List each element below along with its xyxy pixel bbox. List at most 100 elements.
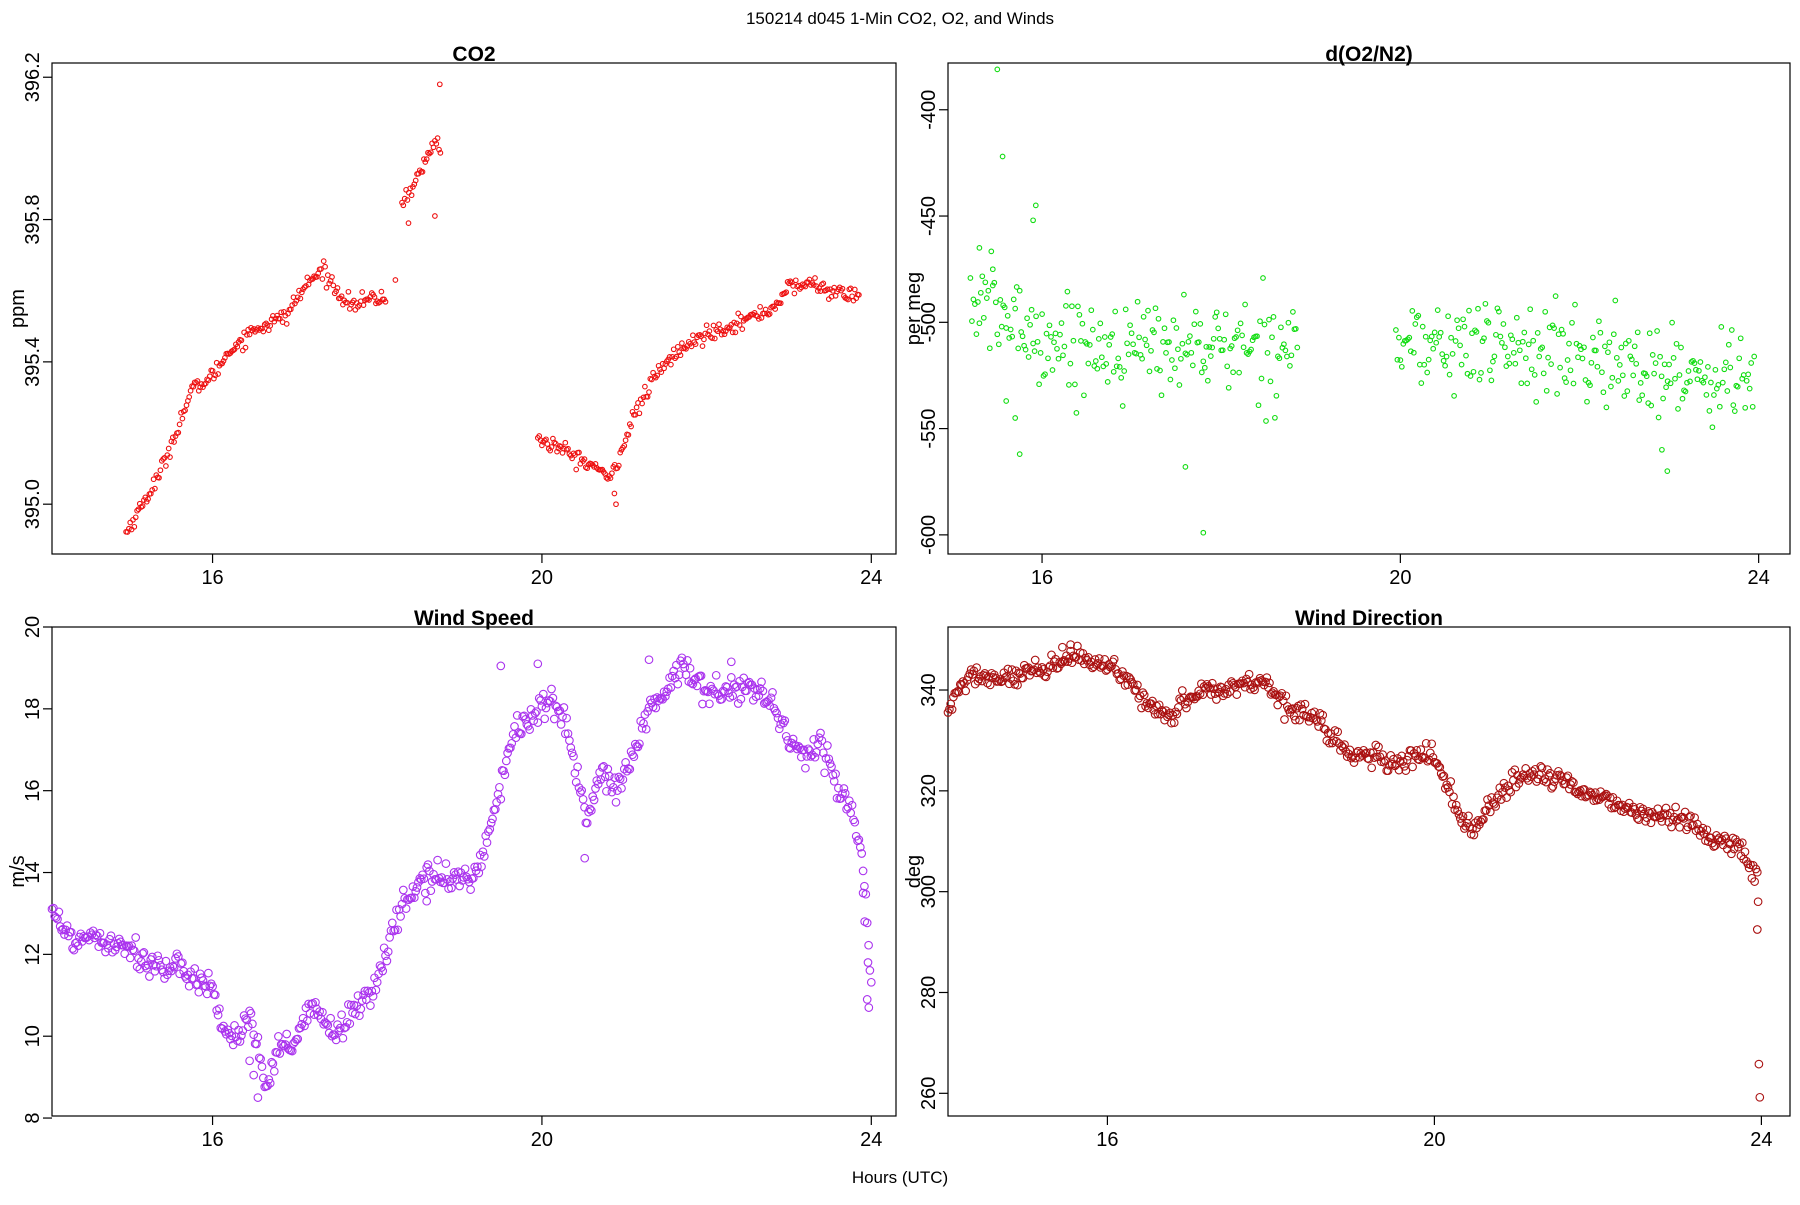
data-point-wind-speed-598: [496, 661, 506, 671]
data-point-o2n2-42: [1030, 340, 1036, 347]
data-point-wind-direction-579: [1732, 837, 1742, 847]
data-point-wind-direction-133: [1124, 673, 1134, 682]
data-point-o2n2-106: [1125, 351, 1132, 358]
data-point-co2-127: [297, 295, 304, 302]
data-point-o2n2-379: [1630, 372, 1637, 379]
data-point-wind-direction-373: [1451, 800, 1461, 810]
data-point-o2n2-54: [1048, 334, 1054, 340]
data-point-o2n2-116: [1140, 313, 1147, 320]
data-point-co2-151: [330, 282, 337, 289]
data-point-co2-392: [772, 306, 779, 312]
data-point-o2n2-79: [1085, 360, 1092, 367]
data-point-co2-381: [757, 303, 763, 310]
data-point-co2-244: [569, 455, 575, 462]
data-point-o2n2-98: [1113, 363, 1120, 370]
data-point-o2n2-233: [1412, 321, 1419, 327]
data-point-wind-speed-589: [855, 842, 865, 852]
data-point-o2n2-58: [1054, 345, 1060, 352]
data-point-o2n2-373: [1621, 393, 1628, 399]
data-point-o2n2-7: [977, 289, 984, 296]
data-point-co2-35: [171, 439, 177, 445]
data-point-co2-32: [167, 454, 173, 460]
data-point-wind-speed-149: [252, 1039, 261, 1049]
data-point-wind-direction-458: [1567, 777, 1577, 786]
data-point-wind-direction-196: [1210, 689, 1220, 699]
data-point-o2n2-222: [1396, 334, 1402, 341]
data-point-co2-249: [576, 449, 582, 456]
y-tick-label-wind-direction-1: 280: [918, 976, 940, 1009]
data-point-wind-direction-316: [1374, 742, 1383, 752]
data-point-o2n2-94: [1107, 334, 1114, 340]
data-point-o2n2-109: [1130, 341, 1136, 348]
data-point-wind-speed-525: [768, 688, 777, 697]
data-point-co2-191: [400, 202, 407, 209]
data-point-o2n2-299: [1510, 349, 1517, 356]
data-point-o2n2-291: [1499, 339, 1505, 346]
data-point-wind-speed-166: [275, 1049, 285, 1058]
data-point-wind-speed-578: [840, 788, 850, 798]
data-point-wind-direction-506: [1633, 814, 1642, 823]
data-point-co2-205: [419, 169, 426, 175]
data-point-o2n2-318: [1539, 344, 1546, 351]
data-point-o2n2-367: [1612, 297, 1619, 304]
data-point-o2n2-352: [1590, 334, 1596, 341]
data-point-wind-direction-557: [1702, 825, 1712, 835]
data-point-o2n2-170: [1221, 336, 1228, 343]
data-point-co2-181: [371, 294, 378, 300]
data-point-o2n2-59: [1055, 355, 1062, 362]
data-point-o2n2-377: [1627, 353, 1634, 360]
data-point-o2n2-251: [1439, 351, 1446, 357]
data-point-wind-speed-177: [290, 1037, 300, 1047]
data-point-co2-177: [366, 297, 372, 303]
data-point-o2n2-38: [1024, 315, 1030, 322]
data-point-wind-speed-373: [559, 703, 569, 712]
data-point-o2n2-24: [1003, 325, 1010, 331]
data-point-o2n2-179: [1234, 327, 1241, 334]
data-point-wind-speed-310: [473, 862, 482, 872]
data-point-o2n2-181: [1237, 320, 1244, 327]
data-point-wind-speed-158: [264, 1075, 274, 1084]
data-point-co2-146: [323, 284, 330, 291]
data-point-wind-speed-378: [566, 743, 576, 753]
data-point-wind-speed-301: [460, 864, 470, 874]
data-point-o2n2-221: [1394, 356, 1401, 363]
data-point-wind-speed-263: [408, 882, 418, 891]
data-point-o2n2-0: [967, 275, 974, 281]
data-point-o2n2-178: [1233, 334, 1239, 340]
data-point-o2n2-20: [997, 297, 1004, 303]
data-point-wind-speed-382: [571, 777, 581, 787]
data-point-o2n2-468: [1659, 446, 1665, 453]
data-point-wind-direction-529: [1664, 817, 1674, 827]
data-point-wind-direction-233: [1261, 677, 1270, 687]
data-point-wind-speed-607: [863, 958, 873, 967]
x-tick-label-wind-direction-2: 24: [1750, 1129, 1772, 1151]
data-point-wind-speed-73: [147, 952, 157, 962]
data-point-wind-speed-563: [820, 768, 829, 778]
data-point-wind-speed-145: [246, 1009, 256, 1018]
data-point-o2n2-14: [988, 248, 995, 255]
data-point-co2-354: [720, 328, 726, 334]
data-point-wind-speed-359: [540, 714, 550, 724]
data-point-o2n2-219: [1294, 344, 1301, 351]
data-point-wind-speed-287: [441, 859, 451, 868]
data-point-wind-direction-53: [1015, 669, 1025, 678]
data-point-co2-186: [378, 288, 385, 295]
data-point-o2n2-43: [1031, 348, 1038, 354]
data-point-o2n2-436: [1715, 382, 1722, 388]
data-point-wind-direction-111: [1094, 654, 1104, 663]
data-point-wind-speed-54: [121, 941, 131, 951]
data-point-o2n2-56: [1051, 339, 1057, 346]
data-point-wind-speed-141: [241, 1014, 250, 1023]
data-point-wind-direction-139: [1133, 680, 1142, 690]
data-point-o2n2-241: [1424, 369, 1431, 376]
data-point-co2-334: [692, 341, 699, 347]
data-point-o2n2-292: [1500, 321, 1507, 327]
data-point-o2n2-73: [1076, 311, 1083, 318]
data-point-co2-21: [152, 485, 158, 492]
y-tick-label-o2n2-4: -400: [918, 90, 940, 130]
y-tick-label-wind-speed-3: 14: [22, 861, 44, 883]
data-point-o2n2-230: [1407, 348, 1414, 355]
data-point-wind-direction-431: [1530, 764, 1540, 774]
data-point-o2n2-193: [1255, 402, 1262, 409]
data-point-o2n2-244: [1428, 333, 1435, 340]
